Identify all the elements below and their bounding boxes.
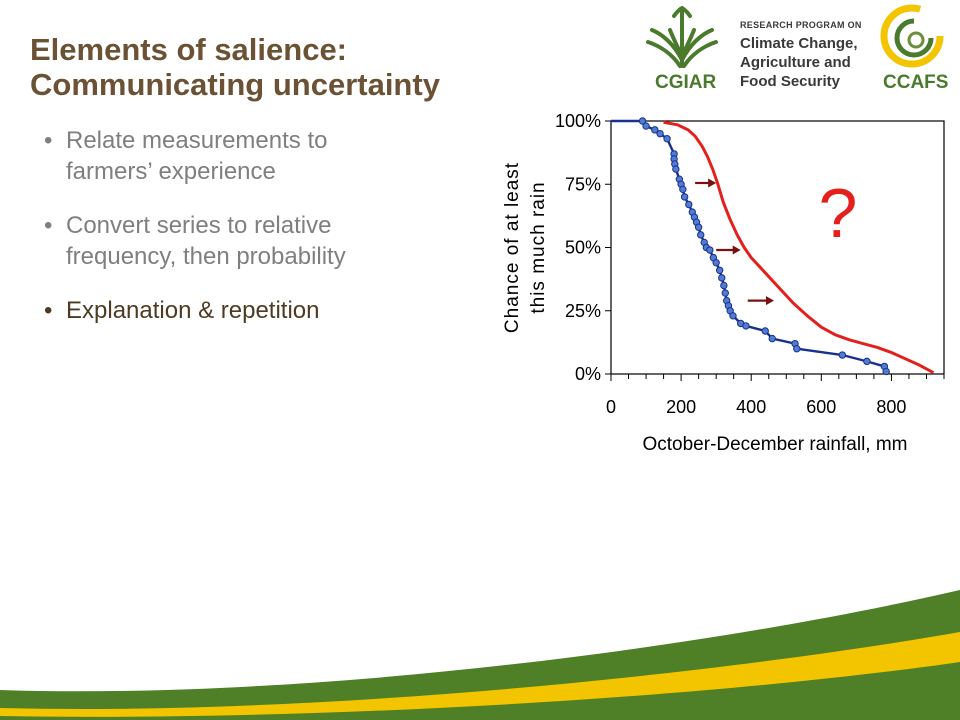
bullet-item-active: Explanation & repetition bbox=[44, 295, 464, 326]
bullet-item: Relate measurements to farmers’ experien… bbox=[44, 125, 464, 187]
shift-arrow-head bbox=[708, 178, 717, 188]
x-tick-label: 200 bbox=[666, 397, 696, 417]
observed-point bbox=[694, 223, 703, 231]
bullet-list: Relate measurements to farmers’ experien… bbox=[44, 125, 464, 349]
shift-arrow-head bbox=[765, 296, 774, 306]
observed-point bbox=[729, 312, 737, 320]
observed-point bbox=[706, 246, 714, 254]
observed-point bbox=[768, 334, 776, 343]
program-line: Agriculture and bbox=[740, 54, 851, 71]
observed-point bbox=[838, 351, 847, 359]
cgiar-wordmark: CGIAR bbox=[655, 72, 717, 93]
bullet-line: Explanation & repetition bbox=[66, 297, 320, 324]
axis-ticks: 0 200 400 600 800 0% 25% 50% 75% 100% bbox=[555, 111, 945, 417]
plot-frame bbox=[610, 120, 945, 375]
x-tick-label: 800 bbox=[876, 397, 906, 417]
observed-point bbox=[721, 289, 729, 297]
observed-point bbox=[742, 322, 750, 330]
title-line-2: Communicating uncertainty bbox=[30, 67, 440, 102]
observed-point bbox=[651, 126, 659, 134]
observed-point bbox=[761, 327, 769, 335]
shift-arrow-head bbox=[732, 245, 741, 255]
y-axis-label-line-1: Chance of at least bbox=[502, 162, 523, 333]
x-tick-label: 0 bbox=[606, 397, 616, 417]
rainfall-exceedance-chart: 0 200 400 600 800 0% 25% 50% 75% 100% Chance of a… bbox=[502, 111, 945, 455]
plot-border bbox=[610, 120, 945, 375]
title-line-1: Elements of salience: bbox=[30, 32, 348, 67]
observed-point bbox=[685, 200, 693, 209]
observed-point bbox=[718, 274, 726, 282]
observed-point bbox=[638, 117, 647, 125]
observed-point bbox=[863, 357, 871, 366]
y-tick-label: 100% bbox=[555, 111, 601, 131]
observed-point bbox=[882, 367, 890, 376]
x-axis-label: October-December rainfall, mm bbox=[642, 434, 907, 455]
observed-point bbox=[663, 135, 671, 143]
y-tick-label: 75% bbox=[565, 174, 601, 194]
question-mark-annotation: ? bbox=[819, 174, 858, 252]
ccafs-wordmark: CCAFS bbox=[883, 72, 949, 93]
program-text: RESEARCH PROGRAM ON Climate Change, Agri… bbox=[740, 20, 862, 91]
footer-band bbox=[0, 590, 960, 720]
y-tick-label: 50% bbox=[565, 238, 601, 258]
x-tick-label: 400 bbox=[736, 397, 766, 417]
observed-point bbox=[697, 231, 705, 239]
y-axis-label-line-2: this much rain bbox=[528, 181, 549, 313]
shifted-series-line bbox=[663, 120, 935, 375]
observed-point bbox=[642, 122, 650, 130]
observed-point bbox=[679, 185, 687, 194]
footer-band-green-bottom bbox=[0, 662, 960, 720]
bullet-item: Convert series to relative frequency, th… bbox=[44, 210, 464, 272]
bullet-line: frequency, then probability bbox=[66, 243, 346, 270]
observed-point bbox=[672, 165, 680, 173]
shift-arrows bbox=[695, 178, 774, 306]
observed-point bbox=[720, 281, 728, 290]
x-tick-label: 600 bbox=[806, 397, 836, 417]
observed-point bbox=[712, 258, 720, 267]
program-line: Food Security bbox=[740, 73, 841, 90]
y-tick-label: 0% bbox=[575, 364, 601, 384]
cgiar-logo-icon bbox=[646, 4, 944, 68]
bullet-line: Relate measurements to bbox=[66, 127, 328, 154]
bullet-line: farmers’ experience bbox=[66, 158, 276, 185]
observed-point bbox=[793, 345, 801, 353]
program-line: Climate Change, bbox=[740, 35, 858, 52]
observed-point bbox=[656, 129, 664, 138]
program-line: RESEARCH PROGRAM ON bbox=[740, 20, 862, 30]
slide-title: Elements of salience: Communicating unce… bbox=[30, 32, 440, 102]
observed-point bbox=[680, 193, 689, 201]
series-layer bbox=[611, 117, 935, 376]
observed-point bbox=[715, 266, 724, 274]
bullet-line: Convert series to relative bbox=[66, 212, 332, 239]
y-tick-label: 25% bbox=[565, 301, 601, 321]
